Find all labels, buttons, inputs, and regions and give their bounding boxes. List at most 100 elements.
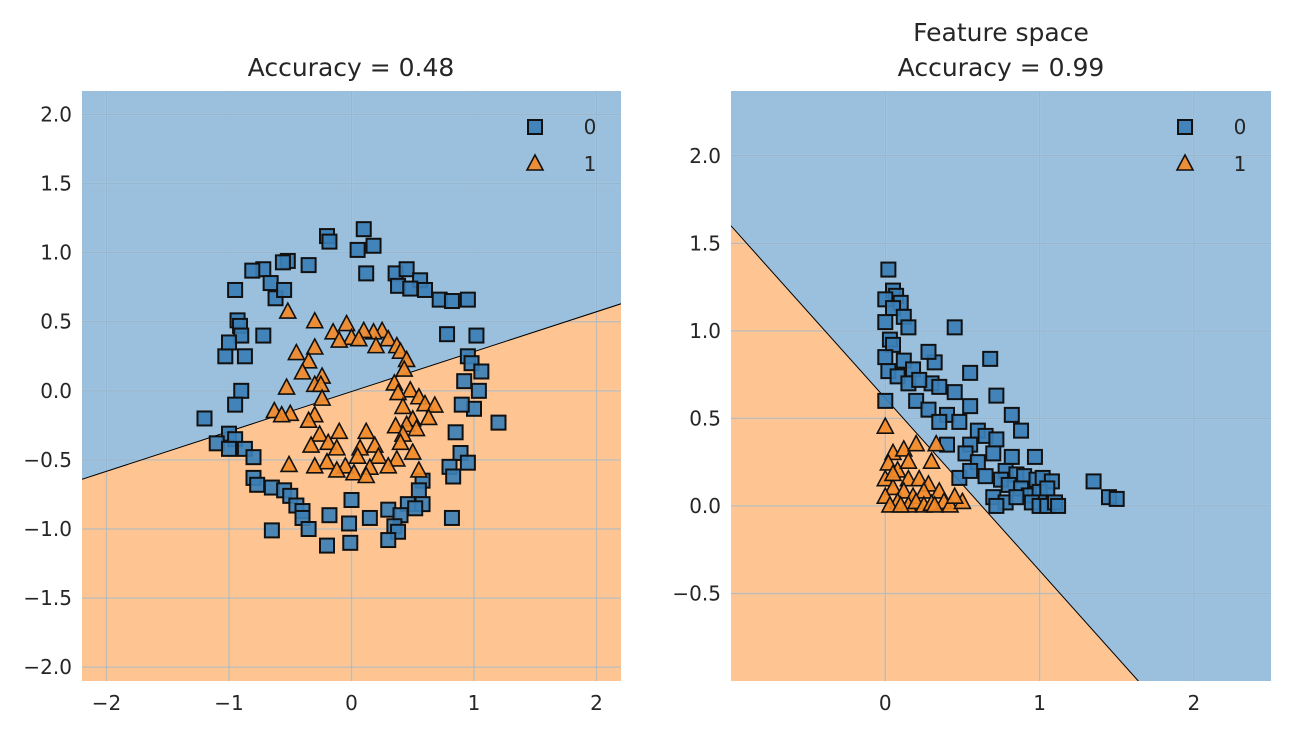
- y-tick-label: 0.5: [40, 310, 72, 334]
- plot-area: [82, 91, 621, 681]
- point-class-0: [977, 468, 994, 485]
- point-class-1: [356, 465, 376, 484]
- point-class-0: [1026, 448, 1043, 465]
- point-class-1: [875, 416, 895, 434]
- y-tick-label: −2.0: [23, 655, 72, 679]
- point-class-0: [263, 522, 280, 539]
- point-class-0: [877, 314, 894, 331]
- x-tick-label: 1: [468, 691, 481, 715]
- point-class-0: [321, 233, 338, 250]
- point-class-1: [388, 382, 408, 401]
- point-class-1: [349, 329, 369, 347]
- legend-label-1: 1: [584, 152, 597, 176]
- point-class-1: [369, 446, 388, 464]
- point-class-0: [473, 363, 490, 380]
- point-class-0: [274, 254, 291, 271]
- point-class-0: [468, 327, 485, 344]
- point-class-1: [894, 481, 914, 499]
- point-class-1: [425, 395, 445, 413]
- point-class-1: [378, 329, 398, 347]
- point-class-1: [403, 442, 423, 460]
- point-class-1: [287, 342, 306, 361]
- point-class-1: [400, 380, 420, 398]
- point-class-0: [355, 221, 372, 238]
- x-tick-label: 2: [590, 691, 603, 715]
- point-class-0: [319, 537, 335, 554]
- y-tick-label: 2.0: [689, 144, 721, 168]
- x-tick-label: 1: [1033, 691, 1046, 715]
- point-class-0: [920, 401, 937, 418]
- point-class-0: [361, 509, 378, 526]
- y-tick-label: −0.5: [23, 448, 72, 472]
- x-tick-label: 0: [879, 691, 892, 715]
- point-class-0: [931, 413, 948, 430]
- point-class-0: [343, 491, 360, 508]
- y-tick-label: 0.0: [40, 379, 72, 403]
- point-class-1: [945, 486, 965, 504]
- legend: 01: [1175, 115, 1247, 176]
- point-class-1: [348, 446, 367, 464]
- x-tick-label: 0: [345, 691, 358, 715]
- left-plot: Accuracy = 0.48 −2 −1 0 1 2−2.0−1.5−1.0−0.50…: [23, 53, 621, 715]
- point-class-0: [1039, 480, 1056, 497]
- point-class-0: [227, 281, 244, 298]
- point-class-0: [459, 291, 476, 308]
- point-class-1: [327, 438, 347, 456]
- point-class-0: [931, 378, 948, 395]
- y-tick-label: 0.5: [689, 406, 721, 430]
- point-class-0: [365, 237, 382, 254]
- point-class-1: [305, 456, 325, 474]
- point-class-0: [196, 410, 213, 427]
- point-class-0: [946, 319, 963, 336]
- point-class-0: [946, 384, 963, 401]
- decision-boundary: [82, 303, 621, 480]
- point-class-0: [951, 413, 968, 430]
- point-class-0: [300, 257, 317, 274]
- point-class-0: [300, 521, 317, 538]
- point-class-0: [1013, 422, 1030, 439]
- point-class-1: [391, 432, 410, 451]
- point-class-1: [305, 337, 325, 355]
- series-0: [877, 261, 1125, 514]
- point-class-0: [1008, 489, 1025, 506]
- legend-label-0: 0: [584, 115, 597, 139]
- point-class-0: [962, 462, 979, 479]
- point-class-1: [883, 477, 903, 496]
- point-class-1: [317, 451, 337, 470]
- decision-boundary: [731, 225, 1139, 681]
- point-class-1: [409, 460, 429, 478]
- point-class-0: [920, 343, 937, 360]
- point-class-1: [387, 449, 407, 467]
- point-class-0: [255, 327, 272, 344]
- legend: 01: [525, 115, 597, 176]
- point-class-1: [891, 495, 911, 513]
- point-class-1: [344, 463, 364, 481]
- x-tick-label: −1: [214, 691, 243, 715]
- legend-label-1: 1: [1234, 152, 1247, 176]
- y-tick-label: 1.5: [689, 231, 721, 255]
- point-class-0: [459, 454, 476, 471]
- series-1: [875, 416, 972, 513]
- x-tick-label: 2: [1187, 691, 1200, 715]
- point-class-0: [962, 364, 979, 381]
- point-class-0: [417, 281, 433, 298]
- point-class-0: [341, 515, 358, 532]
- right-plot-subtitle: Accuracy = 0.99: [898, 53, 1105, 82]
- point-class-0: [957, 445, 974, 462]
- point-class-1: [310, 424, 329, 442]
- point-class-0: [445, 468, 462, 485]
- point-class-0: [877, 392, 894, 409]
- point-class-1: [327, 460, 347, 478]
- point-class-0: [911, 371, 928, 388]
- point-class-1: [301, 435, 321, 453]
- legend-label-0: 0: [1234, 115, 1247, 139]
- right-plot: Feature space Accuracy = 0.99 0 1 2−0.50.0…: [672, 18, 1271, 715]
- y-tick-label: 1.0: [40, 241, 72, 265]
- point-class-0: [1108, 490, 1125, 507]
- point-class-1: [299, 410, 318, 429]
- point-class-0: [988, 387, 1005, 404]
- point-class-0: [276, 281, 293, 298]
- point-class-0: [233, 382, 250, 399]
- grid: [82, 91, 621, 681]
- point-class-0: [402, 280, 419, 297]
